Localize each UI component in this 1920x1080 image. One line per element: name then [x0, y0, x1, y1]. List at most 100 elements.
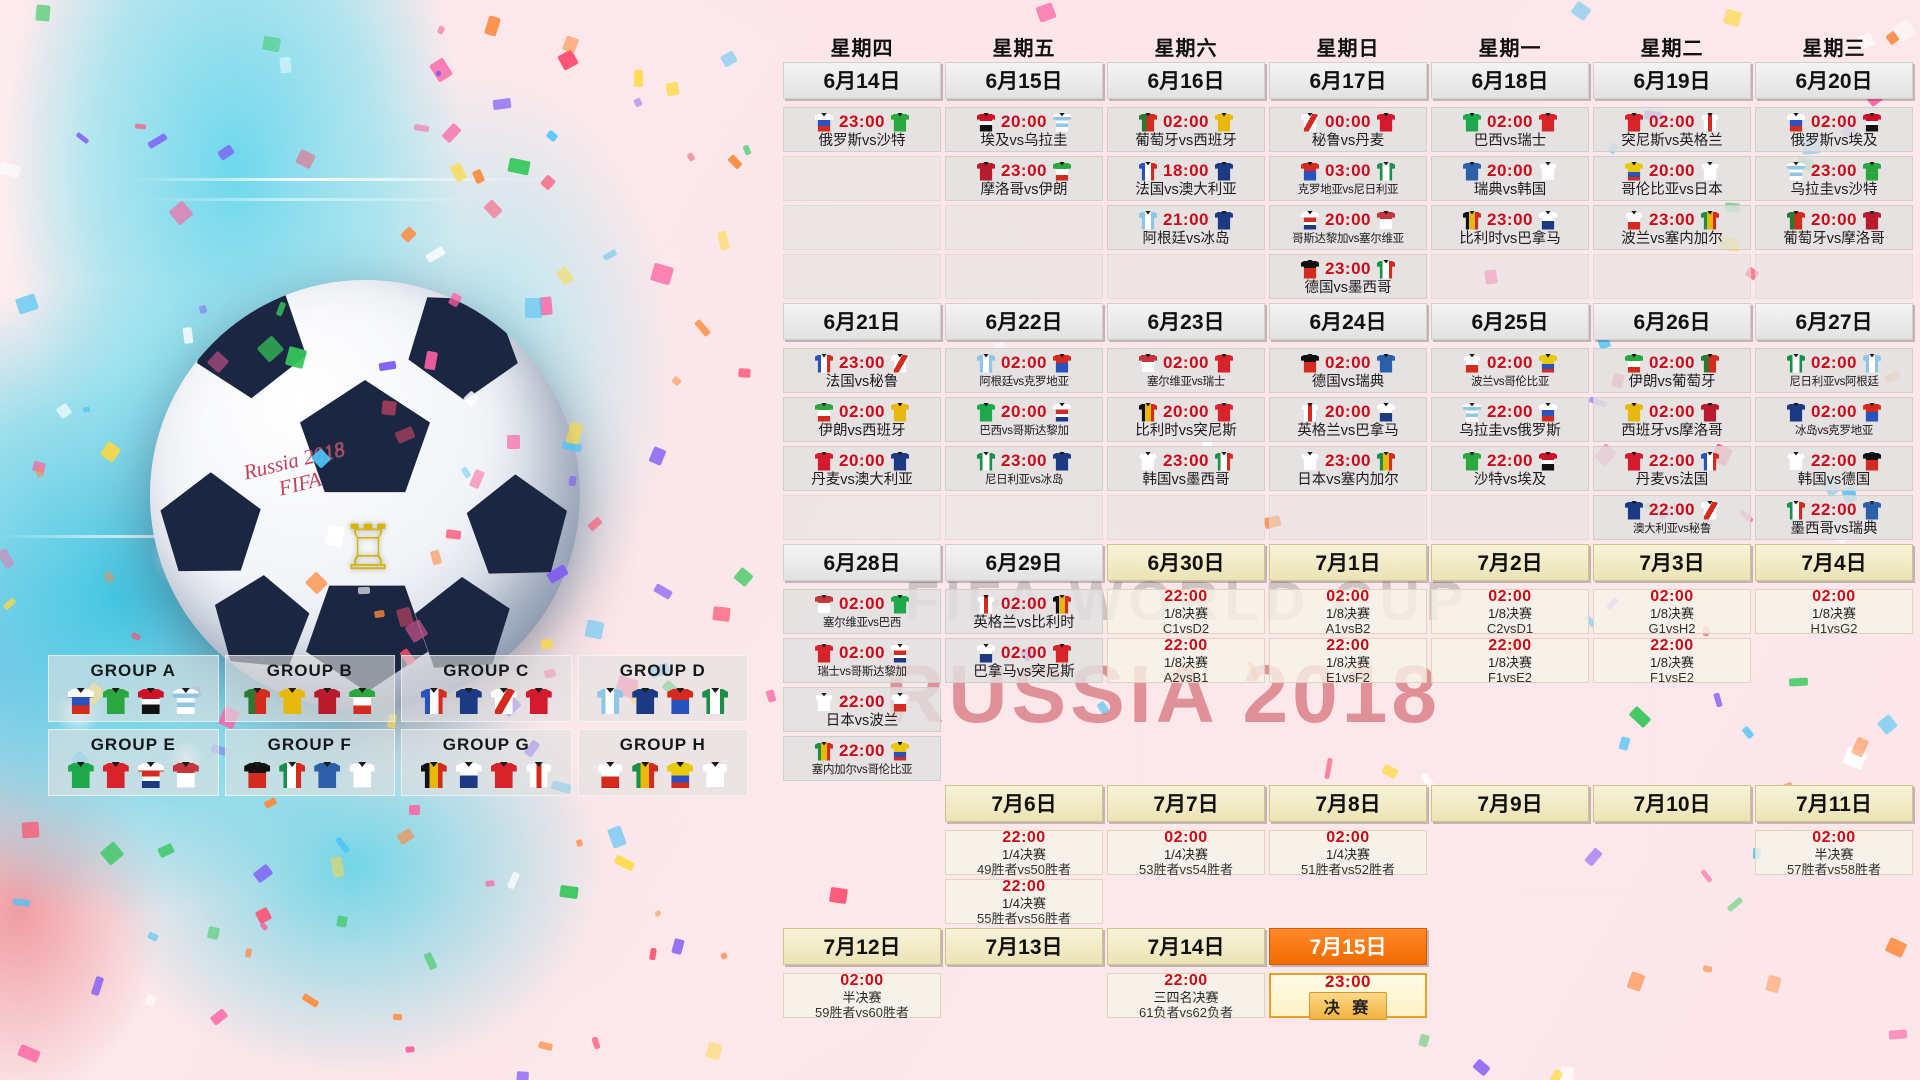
match-cell[interactable]: 23:00 日本vs塞内加尔 [1269, 446, 1427, 491]
date-header-6月30日[interactable]: 6月30日 [1107, 544, 1265, 581]
match-cell[interactable]: 23:00 波兰vs塞内加尔 [1593, 205, 1751, 250]
date-header-7月2日[interactable]: 7月2日 [1431, 544, 1589, 581]
knockout-match-cell[interactable]: 22:00 三四名决赛 61负者vs62负者 [1107, 972, 1265, 1020]
date-header-6月15日[interactable]: 6月15日 [945, 62, 1103, 99]
date-header-6月16日[interactable]: 6月16日 [1107, 62, 1265, 99]
date-header-7月4日[interactable]: 7月4日 [1755, 544, 1913, 581]
match-cell[interactable]: 22:00 韩国vs德国 [1755, 446, 1913, 491]
match-cell[interactable]: 22:00 塞内加尔vs哥伦比亚 [783, 736, 941, 781]
group-box-group-h[interactable]: GROUP H [577, 729, 748, 796]
date-header-7月7日[interactable]: 7月7日 [1107, 785, 1265, 822]
date-header-6月22日[interactable]: 6月22日 [945, 303, 1103, 340]
knockout-match-cell[interactable]: 22:00 1/8决赛 E1vsF2 [1269, 637, 1427, 685]
knockout-match-cell[interactable]: 02:00 1/8决赛 H1vsG2 [1755, 588, 1913, 636]
match-cell[interactable]: 22:00 澳大利亚vs秘鲁 [1593, 495, 1751, 540]
match-cell[interactable]: 23:00 法国vs秘鲁 [783, 348, 941, 393]
date-header-6月17日[interactable]: 6月17日 [1269, 62, 1427, 99]
date-header-6月23日[interactable]: 6月23日 [1107, 303, 1265, 340]
match-cell[interactable]: 02:00 阿根廷vs克罗地亚 [945, 348, 1103, 393]
date-header-6月24日[interactable]: 6月24日 [1269, 303, 1427, 340]
group-box-group-a[interactable]: GROUP A [48, 655, 219, 722]
match-cell[interactable]: 23:00 乌拉圭vs沙特 [1755, 156, 1913, 201]
knockout-match-cell[interactable]: 22:00 1/4决赛 55胜者vs56胜者 [945, 878, 1103, 926]
final-match-cell[interactable]: 23:00 决 赛 [1269, 972, 1427, 1020]
match-cell[interactable]: 20:00 哥斯达黎加vs塞尔维亚 [1269, 205, 1427, 250]
match-cell[interactable]: 00:00 秘鲁vs丹麦 [1269, 107, 1427, 152]
date-header-6月21日[interactable]: 6月21日 [783, 303, 941, 340]
date-header-6月29日[interactable]: 6月29日 [945, 544, 1103, 581]
group-box-group-f[interactable]: GROUP F [224, 729, 395, 796]
match-cell[interactable]: 20:00 比利时vs突尼斯 [1107, 397, 1265, 442]
match-cell[interactable]: 20:00 哥伦比亚vs日本 [1593, 156, 1751, 201]
date-header-6月19日[interactable]: 6月19日 [1593, 62, 1751, 99]
match-cell[interactable]: 22:00 丹麦vs法国 [1593, 446, 1751, 491]
match-cell[interactable]: 02:00 塞尔维亚vs巴西 [783, 589, 941, 634]
knockout-match-cell[interactable]: 22:00 1/8决赛 F1vsE2 [1431, 637, 1589, 685]
match-cell[interactable]: 23:00 俄罗斯vs沙特 [783, 107, 941, 152]
match-cell[interactable]: 02:00 葡萄牙vs西班牙 [1107, 107, 1265, 152]
knockout-match-cell[interactable]: 02:00 1/4决赛 53胜者vs54胜者 [1107, 829, 1265, 877]
match-cell[interactable]: 20:00 英格兰vs巴拿马 [1269, 397, 1427, 442]
match-cell[interactable]: 02:00 伊朗vs葡萄牙 [1593, 348, 1751, 393]
date-header-7月9日[interactable]: 7月9日 [1431, 785, 1589, 822]
date-header-7月3日[interactable]: 7月3日 [1593, 544, 1751, 581]
group-box-group-g[interactable]: GROUP G [401, 729, 572, 796]
knockout-match-cell[interactable]: 02:00 半决赛 59胜者vs60胜者 [783, 972, 941, 1020]
date-header-7月13日[interactable]: 7月13日 [945, 928, 1103, 965]
date-header-7月10日[interactable]: 7月10日 [1593, 785, 1751, 822]
match-cell[interactable]: 18:00 法国vs澳大利亚 [1107, 156, 1265, 201]
date-header-6月20日[interactable]: 6月20日 [1755, 62, 1913, 99]
knockout-match-cell[interactable]: 02:00 1/8决赛 G1vsH2 [1593, 588, 1751, 636]
match-cell[interactable]: 02:00 德国vs瑞典 [1269, 348, 1427, 393]
group-box-group-e[interactable]: GROUP E [48, 729, 219, 796]
match-cell[interactable]: 20:00 瑞典vs韩国 [1431, 156, 1589, 201]
match-cell[interactable]: 03:00 克罗地亚vs尼日利亚 [1269, 156, 1427, 201]
group-box-group-d[interactable]: GROUP D [577, 655, 748, 722]
knockout-match-cell[interactable]: 02:00 1/4决赛 51胜者vs52胜者 [1269, 829, 1427, 877]
date-header-7月8日[interactable]: 7月8日 [1269, 785, 1427, 822]
knockout-match-cell[interactable]: 22:00 1/4决赛 49胜者vs50胜者 [945, 829, 1103, 877]
date-header-7月15日[interactable]: 7月15日 [1269, 928, 1427, 965]
match-cell[interactable]: 22:00 乌拉圭vs俄罗斯 [1431, 397, 1589, 442]
date-header-7月14日[interactable]: 7月14日 [1107, 928, 1265, 965]
match-cell[interactable]: 02:00 冰岛vs克罗地亚 [1755, 397, 1913, 442]
date-header-6月27日[interactable]: 6月27日 [1755, 303, 1913, 340]
match-cell[interactable]: 20:00 葡萄牙vs摩洛哥 [1755, 205, 1913, 250]
match-cell[interactable]: 23:00 尼日利亚vs冰岛 [945, 446, 1103, 491]
match-cell[interactable]: 22:00 沙特vs埃及 [1431, 446, 1589, 491]
knockout-match-cell[interactable]: 22:00 1/8决赛 F1vsE2 [1593, 637, 1751, 685]
date-header-6月26日[interactable]: 6月26日 [1593, 303, 1751, 340]
group-box-group-b[interactable]: GROUP B [224, 655, 395, 722]
group-box-group-c[interactable]: GROUP C [401, 655, 572, 722]
match-cell[interactable]: 20:00 丹麦vs澳大利亚 [783, 446, 941, 491]
date-header-7月12日[interactable]: 7月12日 [783, 928, 941, 965]
match-cell[interactable]: 21:00 阿根廷vs冰岛 [1107, 205, 1265, 250]
match-cell[interactable]: 02:00 瑞士vs哥斯达黎加 [783, 638, 941, 683]
match-cell[interactable]: 22:00 日本vs波兰 [783, 687, 941, 732]
match-cell[interactable]: 02:00 突尼斯vs英格兰 [1593, 107, 1751, 152]
date-header-7月6日[interactable]: 7月6日 [945, 785, 1103, 822]
match-cell[interactable]: 02:00 塞尔维亚vs瑞士 [1107, 348, 1265, 393]
match-cell[interactable]: 02:00 波兰vs哥伦比亚 [1431, 348, 1589, 393]
knockout-match-cell[interactable]: 02:00 1/8决赛 C2vsD1 [1431, 588, 1589, 636]
match-cell[interactable]: 02:00 巴西vs瑞士 [1431, 107, 1589, 152]
date-header-7月1日[interactable]: 7月1日 [1269, 544, 1427, 581]
match-cell[interactable]: 23:00 摩洛哥vs伊朗 [945, 156, 1103, 201]
date-header-6月14日[interactable]: 6月14日 [783, 62, 941, 99]
match-cell[interactable]: 02:00 西班牙vs摩洛哥 [1593, 397, 1751, 442]
match-cell[interactable]: 20:00 巴西vs哥斯达黎加 [945, 397, 1103, 442]
match-cell[interactable]: 23:00 比利时vs巴拿马 [1431, 205, 1589, 250]
date-header-7月11日[interactable]: 7月11日 [1755, 785, 1913, 822]
match-cell[interactable]: 22:00 墨西哥vs瑞典 [1755, 495, 1913, 540]
match-cell[interactable]: 23:00 德国vs墨西哥 [1269, 254, 1427, 299]
knockout-match-cell[interactable]: 22:00 1/8决赛 A2vsB1 [1107, 637, 1265, 685]
match-cell[interactable]: 20:00 埃及vs乌拉圭 [945, 107, 1103, 152]
date-header-6月25日[interactable]: 6月25日 [1431, 303, 1589, 340]
match-cell[interactable]: 02:00 俄罗斯vs埃及 [1755, 107, 1913, 152]
match-cell[interactable]: 02:00 英格兰vs比利时 [945, 589, 1103, 634]
knockout-match-cell[interactable]: 02:00 1/8决赛 A1vsB2 [1269, 588, 1427, 636]
date-header-6月18日[interactable]: 6月18日 [1431, 62, 1589, 99]
match-cell[interactable]: 23:00 韩国vs墨西哥 [1107, 446, 1265, 491]
match-cell[interactable]: 02:00 尼日利亚vs阿根廷 [1755, 348, 1913, 393]
knockout-match-cell[interactable]: 02:00 半决赛 57胜者vs58胜者 [1755, 829, 1913, 877]
